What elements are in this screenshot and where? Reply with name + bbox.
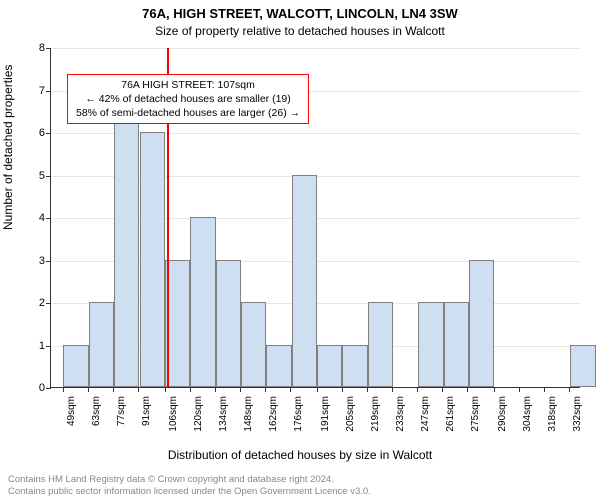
x-tick-mark xyxy=(519,387,520,392)
callout-line-3: 58% of semi-detached houses are larger (… xyxy=(76,106,300,120)
histogram-bar xyxy=(140,132,165,387)
x-tick-mark xyxy=(417,387,418,392)
attribution-line-2: Contains public sector information licen… xyxy=(8,486,371,498)
y-tick-mark xyxy=(46,133,51,134)
histogram-bar xyxy=(89,302,114,387)
x-axis-label: Distribution of detached houses by size … xyxy=(0,448,600,462)
x-tick-label: 49sqm xyxy=(66,396,77,426)
histogram-bar xyxy=(241,302,266,387)
chart-title-main: 76A, HIGH STREET, WALCOTT, LINCOLN, LN4 … xyxy=(0,6,600,21)
y-tick-mark xyxy=(46,91,51,92)
x-tick-label: 191sqm xyxy=(320,396,331,432)
x-tick-mark xyxy=(240,387,241,392)
x-tick-label: 247sqm xyxy=(420,396,431,432)
y-tick-label: 0 xyxy=(23,382,45,394)
x-tick-mark xyxy=(494,387,495,392)
x-tick-label: 205sqm xyxy=(345,396,356,432)
attribution-text: Contains HM Land Registry data © Crown c… xyxy=(8,474,371,498)
x-tick-mark xyxy=(442,387,443,392)
x-tick-mark xyxy=(290,387,291,392)
y-tick-label: 5 xyxy=(23,170,45,182)
histogram-bar xyxy=(342,345,367,388)
x-tick-mark xyxy=(392,387,393,392)
x-tick-mark xyxy=(569,387,570,392)
x-tick-label: 106sqm xyxy=(168,396,179,432)
x-tick-label: 275sqm xyxy=(470,396,481,432)
x-tick-label: 162sqm xyxy=(268,396,279,432)
histogram-chart: 76A, HIGH STREET, WALCOTT, LINCOLN, LN4 … xyxy=(0,0,600,500)
y-tick-label: 3 xyxy=(23,255,45,267)
x-tick-label: 77sqm xyxy=(116,396,127,426)
histogram-bar xyxy=(469,260,494,388)
x-tick-mark xyxy=(138,387,139,392)
x-tick-mark xyxy=(544,387,545,392)
x-tick-label: 304sqm xyxy=(522,396,533,432)
histogram-bar xyxy=(292,175,317,388)
x-tick-label: 332sqm xyxy=(572,396,583,432)
attribution-line-1: Contains HM Land Registry data © Crown c… xyxy=(8,474,371,486)
x-tick-label: 134sqm xyxy=(218,396,229,432)
y-tick-mark xyxy=(46,261,51,262)
x-tick-label: 120sqm xyxy=(193,396,204,432)
x-tick-label: 219sqm xyxy=(370,396,381,432)
chart-title-sub: Size of property relative to detached ho… xyxy=(0,24,600,38)
histogram-bar xyxy=(317,345,342,388)
gridline-horizontal xyxy=(51,48,580,49)
histogram-bar xyxy=(418,302,443,387)
callout-box: 76A HIGH STREET: 107sqm ← 42% of detache… xyxy=(67,74,309,125)
x-tick-label: 233sqm xyxy=(395,396,406,432)
x-tick-mark xyxy=(342,387,343,392)
x-tick-mark xyxy=(190,387,191,392)
y-axis-label: Number of detached properties xyxy=(1,65,15,230)
histogram-bar xyxy=(216,260,241,388)
x-tick-mark xyxy=(113,387,114,392)
x-tick-label: 261sqm xyxy=(445,396,456,432)
x-tick-label: 91sqm xyxy=(141,396,152,426)
histogram-bar xyxy=(570,345,595,388)
x-tick-mark xyxy=(63,387,64,392)
x-tick-mark xyxy=(367,387,368,392)
x-tick-mark xyxy=(317,387,318,392)
x-tick-mark xyxy=(265,387,266,392)
histogram-bar xyxy=(368,302,393,387)
y-tick-mark xyxy=(46,303,51,304)
callout-line-2: ← 42% of detached houses are smaller (19… xyxy=(76,92,300,106)
y-tick-label: 1 xyxy=(23,340,45,352)
y-tick-label: 8 xyxy=(23,42,45,54)
y-tick-mark xyxy=(46,176,51,177)
x-tick-mark xyxy=(165,387,166,392)
y-tick-label: 4 xyxy=(23,212,45,224)
x-tick-label: 148sqm xyxy=(243,396,254,432)
x-tick-label: 318sqm xyxy=(547,396,558,432)
x-tick-label: 176sqm xyxy=(293,396,304,432)
y-tick-mark xyxy=(46,388,51,389)
histogram-bar xyxy=(114,90,139,388)
y-tick-label: 6 xyxy=(23,127,45,139)
x-tick-label: 290sqm xyxy=(497,396,508,432)
plot-area: 01234567849sqm63sqm77sqm91sqm106sqm120sq… xyxy=(50,48,580,388)
x-tick-mark xyxy=(467,387,468,392)
y-tick-mark xyxy=(46,48,51,49)
callout-line-1: 76A HIGH STREET: 107sqm xyxy=(76,78,300,92)
y-tick-mark xyxy=(46,346,51,347)
histogram-bar xyxy=(266,345,291,388)
x-tick-label: 63sqm xyxy=(91,396,102,426)
histogram-bar xyxy=(63,345,88,388)
histogram-bar xyxy=(190,217,215,387)
histogram-bar xyxy=(444,302,469,387)
x-tick-mark xyxy=(215,387,216,392)
y-tick-mark xyxy=(46,218,51,219)
y-tick-label: 7 xyxy=(23,85,45,97)
x-tick-mark xyxy=(88,387,89,392)
y-tick-label: 2 xyxy=(23,297,45,309)
